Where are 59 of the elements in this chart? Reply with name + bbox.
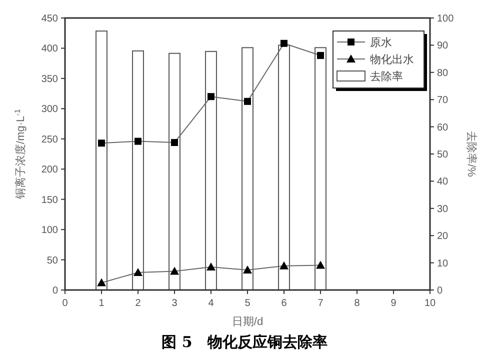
x-tick-label: 5 (244, 298, 251, 309)
y-tick-label: 150 (41, 194, 58, 206)
y2-tick-label: 20 (437, 231, 449, 242)
x-tick-label: 0 (62, 298, 68, 309)
x-axis-title: 日期/d (232, 316, 264, 328)
y-tick-label: 100 (41, 225, 58, 236)
y-tick-label: 300 (41, 104, 58, 116)
bar (168, 52, 180, 290)
text: 图 5 物化反应铜去除率 (162, 333, 328, 351)
y-tick-label: 50 (46, 255, 58, 266)
bar (314, 47, 326, 290)
y2-tick-label: 0 (437, 286, 443, 296)
point (134, 268, 142, 276)
legend-label: 物化出水 (370, 53, 414, 66)
legend-label: 去除率 (370, 70, 403, 83)
x-tick-label: 10 (424, 298, 436, 309)
y-tick-label: 200 (41, 164, 58, 176)
bar (205, 50, 217, 290)
point (134, 138, 142, 145)
point (97, 278, 106, 286)
x-tick-label: 6 (281, 298, 288, 309)
point (98, 140, 105, 147)
y2-tick-label: 30 (437, 204, 449, 215)
point (317, 52, 324, 59)
y2-tick-label: 90 (437, 40, 449, 52)
point (170, 266, 179, 275)
y-tick-label: 450 (41, 14, 58, 24)
y2-tick-label: 40 (437, 176, 449, 188)
point (280, 40, 288, 47)
y2-tick-label: 60 (437, 122, 449, 134)
x-tick-label: 8 (354, 298, 360, 309)
y2-tick-label: 10 (437, 258, 449, 270)
point (280, 261, 288, 270)
point (208, 93, 214, 100)
y-tick-label: 0 (52, 286, 58, 296)
legend-label: 原水 (370, 36, 392, 49)
point (316, 260, 325, 269)
point (244, 98, 251, 105)
x-tick-label: 4 (208, 298, 214, 309)
y2-axis-title: 去除率/% (465, 131, 478, 178)
y2-tick-label: 100 (437, 14, 454, 24)
bar (132, 50, 144, 290)
point (243, 266, 252, 274)
point (206, 262, 216, 271)
y2-tick-label: 70 (437, 95, 449, 106)
y2-tick-label: 50 (437, 150, 449, 160)
y-tick-label: 350 (41, 74, 58, 85)
point (171, 139, 178, 146)
x-tick-label: 9 (390, 298, 397, 309)
y2-tick-label: 80 (437, 68, 449, 79)
x-tick-label: 7 (318, 298, 324, 309)
bar (278, 44, 290, 290)
x-tick-label: 2 (135, 298, 142, 309)
x-tick-label: 1 (98, 298, 105, 309)
y-tick-label: 250 (41, 134, 58, 146)
bar (242, 47, 254, 290)
bar (96, 30, 108, 290)
x-tick-label: 3 (172, 298, 178, 309)
y-tick-label: 400 (41, 44, 58, 55)
